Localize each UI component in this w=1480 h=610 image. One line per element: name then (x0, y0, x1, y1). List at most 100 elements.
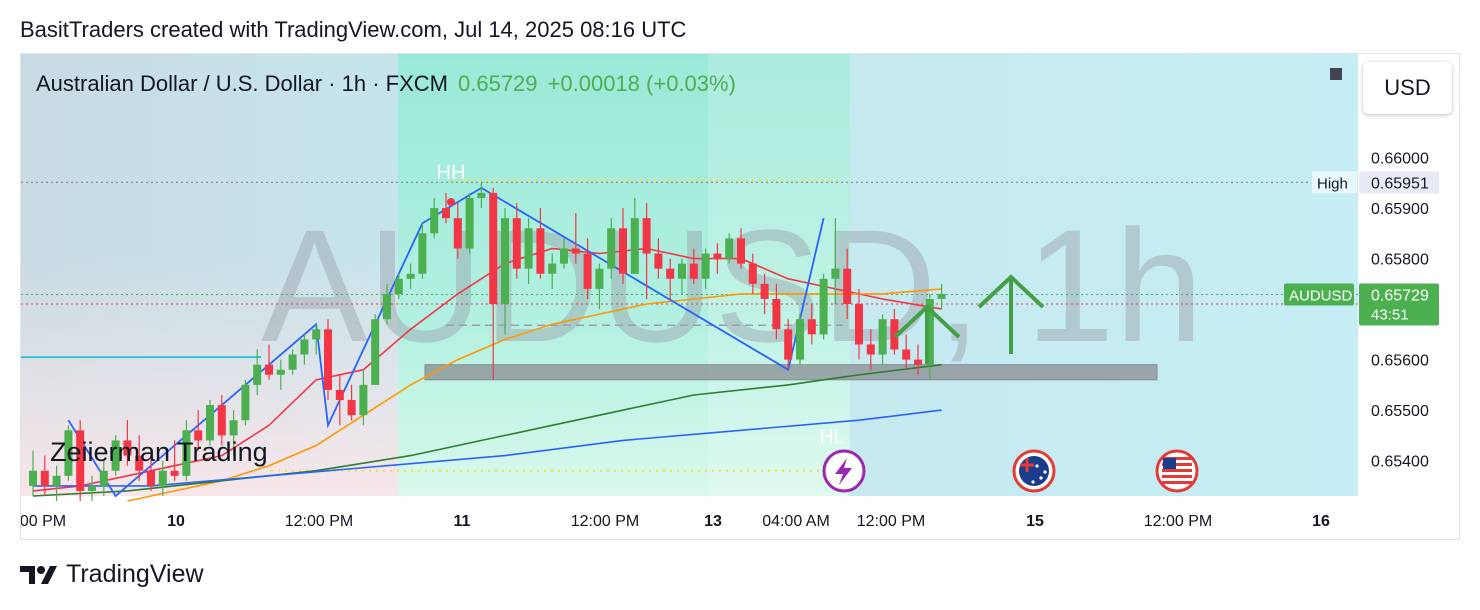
candle[interactable] (737, 228, 745, 269)
candle[interactable] (430, 197, 439, 239)
candle[interactable] (182, 420, 191, 481)
candle[interactable] (418, 223, 427, 279)
candle[interactable] (760, 273, 769, 315)
candle[interactable] (748, 253, 757, 294)
candle[interactable] (512, 203, 521, 279)
flag-stripe (1162, 469, 1192, 472)
candle[interactable] (595, 263, 604, 310)
candle[interactable] (489, 187, 498, 380)
candle[interactable] (241, 379, 250, 426)
hh-marker[interactable] (447, 198, 455, 206)
candle[interactable] (831, 218, 840, 305)
candle[interactable] (937, 283, 946, 310)
candle[interactable] (135, 435, 144, 481)
candle[interactable] (689, 248, 698, 284)
candle[interactable] (465, 192, 474, 254)
candle[interactable] (324, 319, 332, 401)
candle[interactable] (170, 440, 179, 481)
symbol-description[interactable]: Australian Dollar / U.S. Dollar · 1h · F… (36, 71, 448, 96)
candle[interactable] (560, 238, 568, 269)
candle[interactable] (335, 374, 344, 426)
candle-body (489, 192, 498, 305)
candle[interactable] (807, 304, 816, 345)
candle[interactable] (40, 455, 49, 496)
candle[interactable] (536, 208, 545, 279)
candle[interactable] (701, 248, 710, 289)
session-highlight (398, 54, 850, 496)
candle[interactable] (678, 258, 686, 294)
candle[interactable] (607, 218, 616, 279)
candle[interactable] (265, 344, 273, 380)
candle[interactable] (630, 197, 639, 274)
candle[interactable] (312, 324, 321, 355)
candle[interactable] (796, 314, 804, 365)
candle[interactable] (666, 258, 675, 299)
candle[interactable] (654, 238, 663, 279)
candle[interactable] (288, 349, 297, 375)
candle[interactable] (88, 475, 96, 502)
us-flag-icon[interactable] (1155, 449, 1199, 493)
up-arrow-icon[interactable] (893, 304, 961, 364)
candle-body (29, 470, 37, 486)
support-zone[interactable] (424, 364, 1158, 381)
candle[interactable] (725, 233, 734, 264)
candle[interactable] (784, 319, 793, 370)
candle[interactable] (524, 218, 533, 284)
candle[interactable] (229, 410, 238, 456)
currency-button[interactable]: USD (1363, 62, 1452, 114)
candle[interactable] (64, 425, 73, 481)
candle[interactable] (442, 192, 450, 224)
candle[interactable] (52, 465, 61, 502)
lightning-event-icon[interactable] (822, 449, 866, 493)
candle[interactable] (76, 420, 85, 502)
candle[interactable] (147, 450, 155, 491)
square-icon[interactable] (1330, 68, 1342, 80)
candle[interactable] (548, 253, 557, 289)
candle[interactable] (453, 203, 462, 259)
moving-average-line[interactable] (33, 409, 942, 487)
candle[interactable] (123, 420, 132, 466)
symbol-badge[interactable]: AUDUSD (1289, 287, 1353, 304)
candle[interactable] (619, 208, 627, 284)
candle[interactable] (217, 394, 226, 446)
moving-average-line[interactable] (127, 288, 942, 502)
candle[interactable] (914, 344, 922, 375)
candle[interactable] (300, 334, 309, 365)
candle[interactable] (713, 243, 722, 274)
candle[interactable] (99, 460, 108, 496)
candle[interactable] (347, 384, 356, 421)
tradingview-footer[interactable]: TradingView (20, 560, 204, 589)
candle[interactable] (890, 309, 899, 355)
candle[interactable] (866, 329, 875, 370)
candle[interactable] (394, 273, 403, 299)
candle[interactable] (158, 460, 167, 496)
candle[interactable] (642, 203, 651, 299)
au-flag-icon[interactable] (1012, 449, 1056, 493)
candle[interactable] (371, 314, 380, 385)
price-tick-label: 0.65600 (1371, 353, 1429, 370)
candle[interactable] (855, 288, 863, 360)
candle[interactable] (406, 263, 415, 289)
moving-average-line[interactable] (32, 363, 942, 497)
candle[interactable] (359, 369, 368, 426)
candle[interactable] (253, 349, 262, 395)
candle[interactable] (194, 410, 203, 451)
candle[interactable] (477, 182, 486, 209)
candle[interactable] (878, 314, 887, 365)
candle[interactable] (583, 238, 592, 299)
candle[interactable] (276, 359, 285, 390)
candle[interactable] (843, 248, 852, 320)
candle[interactable] (819, 273, 828, 340)
candle[interactable] (206, 400, 214, 446)
candle-body (347, 400, 356, 416)
candle[interactable] (111, 435, 120, 476)
candle[interactable] (383, 283, 391, 325)
candle[interactable] (501, 208, 509, 335)
candle[interactable] (571, 213, 580, 264)
up-arrow-icon[interactable] (977, 274, 1045, 354)
candle[interactable] (902, 334, 911, 370)
candle[interactable] (29, 450, 37, 496)
candle[interactable] (772, 283, 781, 340)
